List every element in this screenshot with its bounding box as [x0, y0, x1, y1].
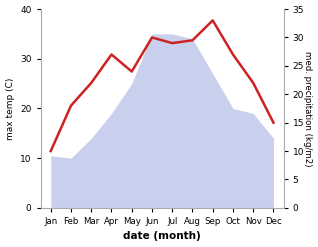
- Y-axis label: max temp (C): max temp (C): [5, 77, 15, 140]
- Y-axis label: med. precipitation (kg/m2): med. precipitation (kg/m2): [303, 51, 313, 166]
- X-axis label: date (month): date (month): [123, 231, 201, 242]
